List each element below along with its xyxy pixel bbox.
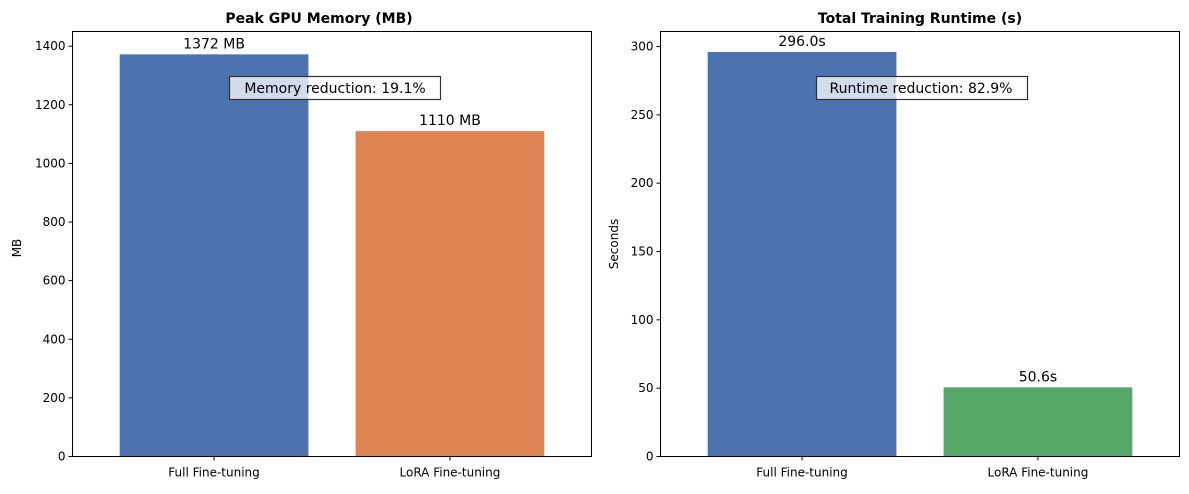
memory-chart-bars bbox=[119, 54, 545, 457]
runtime-chart-value-labels: 296.0s 50.6s bbox=[778, 34, 1057, 385]
runtime-chart: Total Training Runtime (s) Seconds 0 50 10… bbox=[607, 11, 1180, 480]
runtime-chart-xtick-label: LoRA Fine-tuning bbox=[988, 466, 1089, 480]
memory-chart-value-labels: 1372 MB 1110 MB bbox=[183, 36, 481, 129]
runtime-reduction-annotation: Runtime reduction: 82.9% bbox=[815, 75, 1029, 101]
runtime-annotation-box bbox=[815, 75, 1029, 101]
runtime-chart-ylabel: Seconds bbox=[607, 219, 621, 269]
memory-chart-ytick-label: 0 bbox=[58, 450, 66, 464]
memory-annotation-box bbox=[228, 75, 442, 101]
memory-chart-x-ticks: Full Fine-tuning LoRA Fine-tuning bbox=[168, 456, 501, 480]
memory-chart-ytick-label: 400 bbox=[43, 332, 66, 346]
memory-chart-ytick-label: 1400 bbox=[35, 39, 66, 53]
runtime-chart-ytick-label: 250 bbox=[631, 108, 654, 122]
memory-chart-xtick-label: Full Fine-tuning bbox=[168, 466, 260, 480]
memory-chart-frame bbox=[72, 31, 592, 457]
runtime-chart-bar-lora bbox=[943, 387, 1133, 457]
memory-chart-title: Peak GPU Memory (MB) bbox=[225, 11, 412, 27]
memory-chart-bar-full bbox=[119, 54, 309, 457]
runtime-chart-value-label: 296.0s bbox=[778, 34, 825, 50]
memory-chart-ytick-label: 600 bbox=[43, 274, 66, 288]
runtime-chart-ytick-label: 150 bbox=[631, 245, 654, 259]
memory-chart-ylabel: MB bbox=[10, 239, 24, 258]
runtime-chart-ytick-label: 50 bbox=[638, 381, 653, 395]
runtime-chart-bars bbox=[707, 51, 1133, 457]
memory-chart: Peak GPU Memory (MB) MB 0 200 400 600 800 100… bbox=[10, 11, 592, 480]
runtime-annotation-text: Runtime reduction: 82.9% bbox=[830, 81, 1013, 97]
runtime-chart-xtick-label: Full Fine-tuning bbox=[756, 466, 848, 480]
memory-chart-bar-lora bbox=[355, 131, 545, 457]
memory-chart-ytick-label: 200 bbox=[43, 391, 66, 405]
memory-chart-value-label: 1372 MB bbox=[183, 36, 245, 52]
memory-chart-y-ticks: 0 200 400 600 800 1000 1200 1400 bbox=[35, 39, 73, 464]
memory-chart-ytick-label: 1000 bbox=[35, 156, 66, 170]
runtime-chart-bar-full bbox=[707, 51, 897, 457]
memory-chart-ytick-label: 800 bbox=[43, 215, 66, 229]
runtime-chart-x-ticks: Full Fine-tuning LoRA Fine-tuning bbox=[756, 456, 1089, 480]
runtime-chart-ytick-label: 100 bbox=[631, 313, 654, 327]
memory-reduction-annotation: Memory reduction: 19.1% bbox=[228, 75, 442, 101]
runtime-chart-frame bbox=[660, 31, 1180, 457]
runtime-chart-ytick-label: 0 bbox=[646, 450, 654, 464]
runtime-chart-y-ticks: 0 50 100 150 200 250 300 bbox=[631, 40, 661, 464]
runtime-chart-ytick-label: 300 bbox=[631, 40, 654, 54]
memory-annotation-text: Memory reduction: 19.1% bbox=[244, 81, 425, 97]
memory-chart-value-label: 1110 MB bbox=[419, 113, 481, 129]
memory-chart-xtick-label: LoRA Fine-tuning bbox=[400, 466, 501, 480]
runtime-chart-ytick-label: 200 bbox=[631, 176, 654, 190]
memory-chart-ytick-label: 1200 bbox=[35, 98, 66, 112]
runtime-chart-value-label: 50.6s bbox=[1019, 369, 1057, 385]
runtime-chart-title: Total Training Runtime (s) bbox=[818, 11, 1022, 27]
